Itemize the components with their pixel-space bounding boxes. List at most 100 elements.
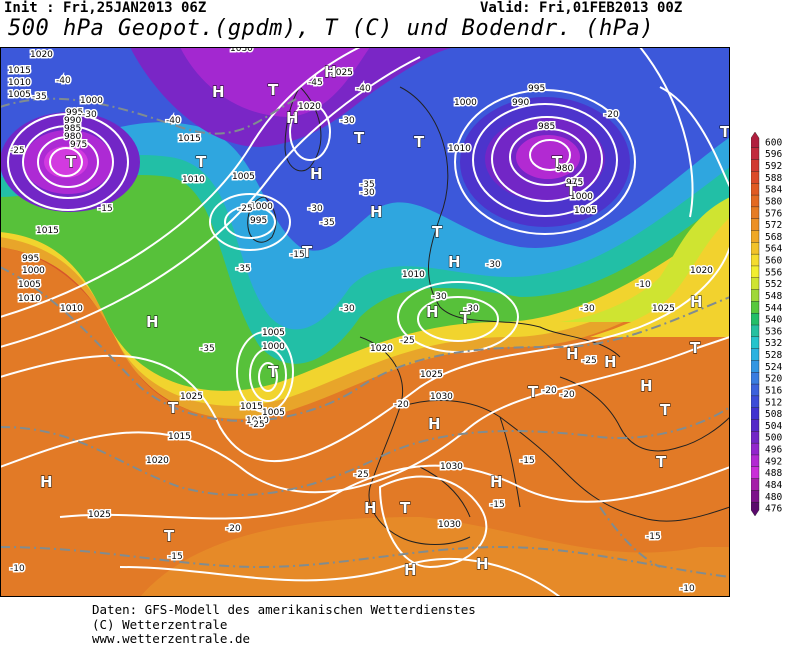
pressure-label: 1010 [60, 304, 83, 314]
high-pressure-label: H [448, 253, 461, 271]
pressure-label: 1030 [230, 47, 253, 54]
pressure-label: 1020 [30, 50, 53, 60]
legend-label: 540 [765, 315, 782, 326]
legend-label: 584 [765, 185, 782, 196]
pressure-label: 1015 [240, 402, 263, 412]
pressure-label: 1010 [182, 175, 205, 185]
legend-label: 484 [765, 480, 782, 491]
high-pressure-label: H [212, 83, 225, 101]
pressure-label: 990 [512, 98, 529, 108]
legend-label: 532 [765, 338, 782, 349]
temperature-label: -10 [680, 584, 695, 594]
temperature-label: -35 [32, 92, 47, 102]
temperature-label: -25 [10, 146, 25, 156]
legend-label: 536 [765, 326, 782, 337]
pressure-label: 1015 [178, 134, 201, 144]
temperature-label: -20 [226, 524, 241, 534]
temperature-label: -35 [360, 180, 375, 190]
legend-swatch [751, 301, 760, 314]
low-pressure-label: T [268, 81, 279, 99]
pressure-label: 1025 [88, 510, 111, 520]
temperature-label: -20 [604, 110, 619, 120]
legend-label: 568 [765, 232, 782, 243]
legend-label: 492 [765, 456, 782, 467]
legend-swatch [751, 490, 760, 503]
pressure-label: 980 [64, 132, 81, 142]
legend-swatch [751, 360, 760, 373]
legend-swatch [751, 348, 760, 361]
pressure-label: 1005 [574, 206, 597, 216]
legend-label: 524 [765, 362, 782, 373]
legend-swatch [751, 218, 760, 232]
legend-swatch [751, 289, 760, 302]
legend-swatch [751, 466, 760, 480]
pressure-labels: 1020101510101005100099599098598097510251… [7, 47, 715, 532]
legend-swatch [751, 383, 760, 397]
pressure-label: 1025 [330, 68, 353, 78]
low-pressure-label: T [528, 383, 539, 401]
low-pressure-label: T [660, 401, 671, 419]
temperature-label: -30 [340, 116, 355, 126]
low-pressure-label: T [460, 309, 471, 327]
pressure-label: 980 [556, 164, 573, 174]
temperature-label: -35 [200, 344, 215, 354]
temperature-label: -15 [490, 500, 505, 510]
pressure-label: 975 [566, 178, 583, 188]
high-pressure-label: H [476, 555, 489, 573]
temperature-label: -40 [166, 116, 181, 126]
temperature-label: -25 [250, 420, 265, 430]
legend-label: 528 [765, 350, 782, 361]
legend-swatch [751, 312, 760, 326]
pressure-label: 1015 [168, 432, 191, 442]
footer-copyright: (C) Wetterzentrale [92, 616, 228, 632]
pressure-label: 1025 [420, 370, 443, 380]
high-pressure-label: H [310, 165, 323, 183]
legend-swatch [751, 407, 760, 421]
init-time: Init : Fri,25JAN2013 06Z [4, 0, 207, 16]
footer-data-source: Daten: GFS-Modell des amerikanischen Wet… [92, 602, 476, 617]
temperature-label: -15 [290, 250, 305, 260]
high-pressure-label: H [426, 303, 439, 321]
legend-swatch [751, 253, 760, 267]
legend-label: 488 [765, 468, 782, 479]
legend-swatch [751, 131, 760, 149]
pressure-label: 1005 [262, 328, 285, 338]
pressure-label: 985 [538, 122, 555, 132]
temperature-label: -15 [98, 204, 113, 214]
legend-swatch [751, 372, 760, 385]
legend-label: 572 [765, 220, 782, 231]
pressure-label: 1005 [232, 172, 255, 182]
legend-label: 552 [765, 279, 782, 290]
temperature-label: -10 [10, 564, 25, 574]
legend-swatch [751, 442, 760, 456]
temperature-label: -30 [580, 304, 595, 314]
pressure-label: 995 [22, 254, 39, 264]
low-pressure-label: T [302, 243, 313, 261]
high-pressure-label: H [40, 473, 53, 491]
pressure-label: 1025 [180, 392, 203, 402]
pressure-label: 1010 [8, 78, 31, 88]
pressure-label: 1010 [246, 416, 269, 426]
temperature-label: -25 [582, 356, 597, 366]
pressure-label: 995 [528, 84, 545, 94]
legend-label: 508 [765, 409, 782, 420]
pressure-label: 1015 [36, 226, 59, 236]
legend-swatch [751, 277, 760, 291]
temperature-label: -15 [646, 532, 661, 542]
legend-swatch [751, 395, 760, 409]
pressure-label: 995 [66, 108, 83, 118]
pressure-label: 975 [70, 140, 87, 150]
pressure-label: 1000 [80, 96, 103, 106]
temperature-label: -30 [360, 188, 375, 198]
legend-swatch [751, 159, 760, 172]
legend-label: 556 [765, 267, 782, 278]
high-pressure-label: H [566, 345, 579, 363]
footer-link[interactable]: www.wetterzentrale.de [92, 631, 251, 646]
legend-label: 544 [765, 303, 782, 314]
pressure-label: 1020 [370, 344, 393, 354]
legend-swatch [751, 265, 760, 279]
high-pressure-label: H [640, 377, 653, 395]
legend-label: 496 [765, 445, 782, 456]
pressure-label: 985 [64, 124, 81, 134]
